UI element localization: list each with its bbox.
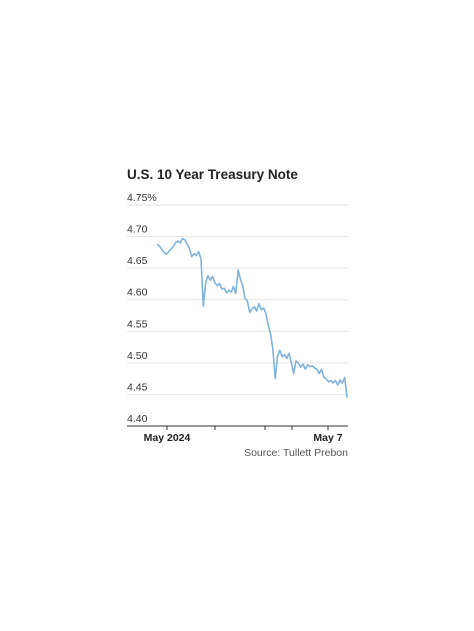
x-tick-label-start: May 2024 [144, 432, 191, 444]
y-tick-label: 4.40 [127, 413, 148, 425]
series-line [156, 237, 348, 398]
y-tick-labels: 4.40 4.45 4.50 4.55 4.60 4.65 4.70 4.75% [127, 192, 157, 425]
gridlines [127, 204, 348, 395]
y-tick-label: 4.70 [127, 224, 148, 236]
y-tick-label: 4.50 [127, 350, 148, 362]
y-tick-label: 4.75% [127, 192, 157, 204]
chart-title: U.S. 10 Year Treasury Note [127, 167, 298, 182]
y-tick-label: 4.45 [127, 381, 148, 393]
y-tick-label: 4.60 [127, 287, 148, 299]
x-tick-label-end: May 7 [313, 432, 342, 444]
source-note: Source: Tullett Prebon [244, 447, 348, 459]
x-ticks [166, 426, 329, 430]
y-tick-label: 4.65 [127, 255, 148, 267]
y-tick-label: 4.55 [127, 318, 148, 330]
